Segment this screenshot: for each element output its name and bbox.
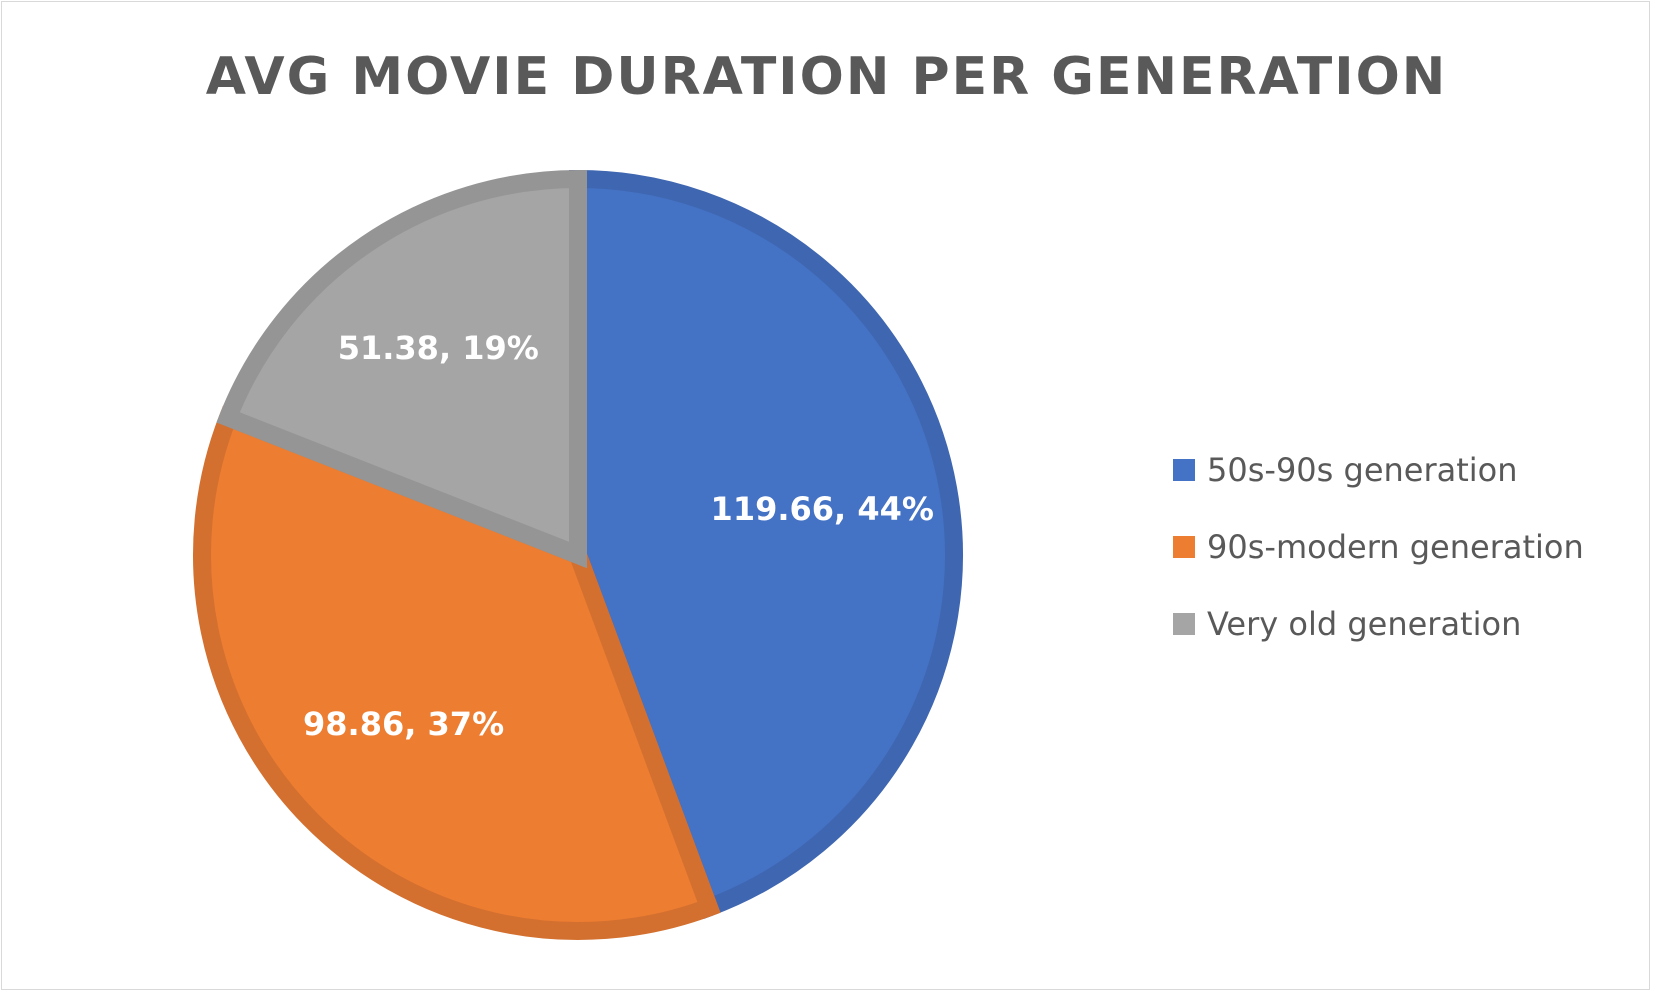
legend-label: 50s-90s generation bbox=[1207, 451, 1518, 489]
chart-title: AVG MOVIE DURATION PER GENERATION bbox=[205, 47, 1448, 107]
data-label-90s-modern-generation: 98.86, 37% bbox=[303, 705, 504, 743]
legend-item-very-old: Very old generation bbox=[1173, 605, 1584, 643]
legend: 50s-90s generation 90s-modern generation… bbox=[1173, 451, 1584, 683]
pie-data-labels: 119.66, 44% 98.86, 37% 51.38, 19% bbox=[303, 329, 934, 743]
legend-swatch bbox=[1173, 536, 1195, 558]
pie-slices bbox=[193, 169, 963, 940]
legend-swatch bbox=[1173, 613, 1195, 635]
legend-label: 90s-modern generation bbox=[1207, 528, 1584, 566]
data-label-50s-90s-generation: 119.66, 44% bbox=[711, 490, 934, 528]
pie-slice-very-old-generation bbox=[216, 169, 587, 569]
legend-label: Very old generation bbox=[1207, 605, 1522, 643]
data-label-very-old-generation: 51.38, 19% bbox=[338, 329, 539, 367]
legend-item-90s-modern: 90s-modern generation bbox=[1173, 528, 1584, 566]
pie-slice-50s-90s-generation bbox=[569, 169, 963, 920]
legend-swatch bbox=[1173, 459, 1195, 481]
legend-item-50s-90s: 50s-90s generation bbox=[1173, 451, 1584, 489]
pie-slice-90s-modern-generation bbox=[193, 405, 721, 940]
